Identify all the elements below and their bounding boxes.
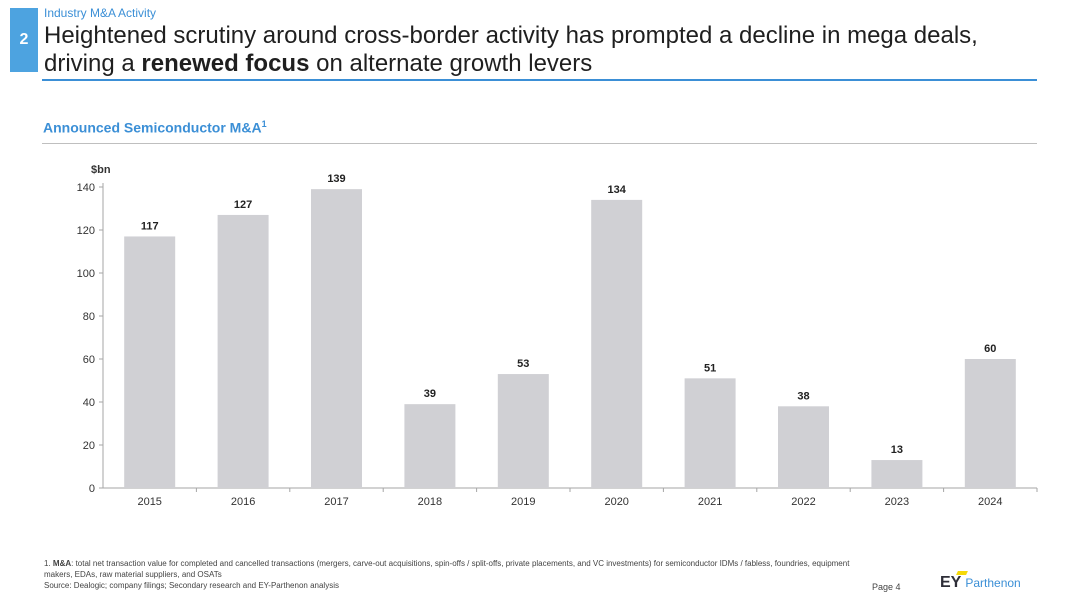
logo-parthenon: Parthenon [965, 576, 1021, 590]
chart-title-text: Announced Semiconductor M&A [43, 119, 262, 136]
x-tick-label-2015: 2015 [137, 496, 161, 508]
y-tick-label: 100 [77, 268, 95, 280]
bar-2020 [591, 199, 643, 488]
y-tick-label: 40 [83, 397, 95, 409]
chart-title: Announced Semiconductor M&A1 [43, 119, 267, 136]
y-tick-label: 140 [77, 182, 95, 194]
x-tick-label-2017: 2017 [324, 496, 348, 508]
x-tick-label-2016: 2016 [231, 496, 255, 508]
bar-2024 [964, 359, 1016, 488]
bar-2017 [311, 189, 362, 488]
data-label-2017: 139 [327, 173, 345, 185]
data-label-2022: 38 [797, 390, 809, 402]
ey-beam-icon [956, 571, 968, 575]
bar-chart: $bn 0 20 40 60 80 100 120 140 117 2015 127 2016 139 20… [77, 164, 1038, 508]
bar-2018 [404, 404, 456, 488]
headline-emphasis: renewed focus [141, 50, 310, 77]
y-axis-unit-label: $bn [91, 164, 111, 176]
data-label-2020: 134 [608, 184, 627, 196]
x-tick-label-2020: 2020 [604, 496, 628, 508]
bar-2022 [778, 406, 829, 488]
footnote-text: : total net transaction value for comple… [44, 559, 850, 579]
title-divider [42, 79, 1037, 81]
page-title: Heightened scrutiny around cross-border … [44, 22, 1044, 78]
bar-2015 [124, 236, 176, 488]
page-number: Page 4 [872, 582, 901, 592]
headline-text-2: on alternate growth levers [309, 50, 593, 77]
data-label-2023: 13 [891, 444, 903, 456]
data-label-2019: 53 [517, 358, 529, 370]
bar-2023 [871, 460, 923, 488]
x-tick-label-2024: 2024 [978, 496, 1002, 508]
x-tick-label-2023: 2023 [885, 496, 909, 508]
footnote-number: 1. [44, 559, 51, 568]
y-tick-label: 60 [83, 354, 95, 366]
y-tick-label: 20 [83, 440, 95, 452]
x-tick-label-2022: 2022 [791, 496, 815, 508]
bar-2021 [684, 378, 736, 488]
data-label-2024: 60 [984, 343, 996, 355]
data-label-2016: 127 [234, 199, 252, 211]
x-tick-label-2019: 2019 [511, 496, 535, 508]
data-label-2018: 39 [424, 388, 436, 400]
x-tick-label-2021: 2021 [698, 496, 722, 508]
data-label-2021: 51 [704, 362, 716, 374]
source-note: Source: Dealogic; company filings; Secon… [44, 581, 339, 590]
headline-text-1: Heightened scrutiny around cross-border … [44, 22, 978, 77]
y-tick-label: 120 [77, 225, 95, 237]
section-number-badge: 2 [10, 8, 38, 72]
footnote-term: M&A [52, 559, 72, 568]
bar-2016 [217, 214, 269, 488]
footnote-1: 1. M&A: total net transaction value for … [44, 558, 864, 580]
y-tick-label: 80 [83, 311, 95, 323]
x-tick-label-2018: 2018 [418, 496, 442, 508]
footnote: 1. M&A: total net transaction value for … [44, 558, 864, 591]
bar-2019 [497, 374, 549, 488]
y-tick-label: 0 [89, 483, 95, 495]
ey-parthenon-logo: EY Parthenon [940, 571, 1021, 592]
section-kicker: Industry M&A Activity [44, 6, 157, 20]
data-label-2015: 117 [141, 220, 159, 232]
chart-divider [42, 143, 1037, 144]
logo-ey: EY [940, 574, 962, 591]
chart-title-footnote-ref: 1 [261, 119, 267, 129]
